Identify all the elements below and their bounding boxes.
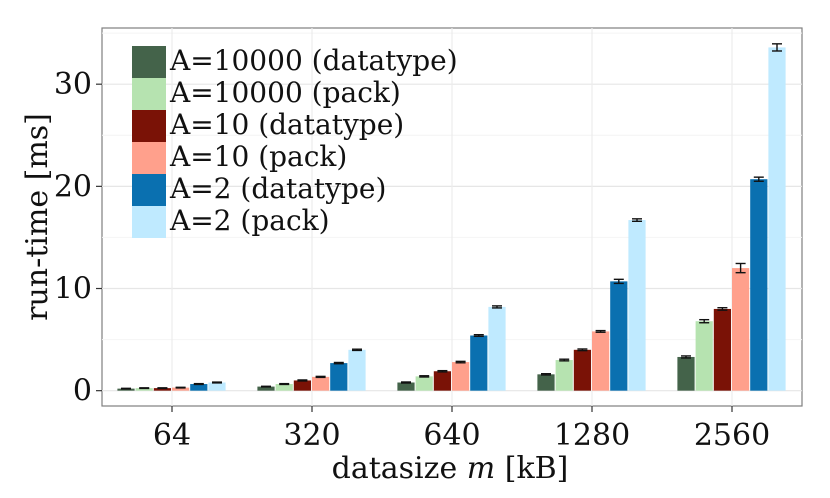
- bar: [397, 382, 415, 391]
- legend: A=10000 (datatype)A=10000 (pack)A=10 (da…: [132, 44, 458, 238]
- bar: [117, 388, 135, 391]
- x-tick-label: 1280: [554, 418, 630, 453]
- bar: [537, 374, 555, 391]
- bar: [452, 362, 470, 391]
- x-tick-label: 640: [423, 418, 480, 453]
- legend-key: [132, 110, 166, 142]
- bar: [257, 386, 275, 391]
- error-bar: [681, 355, 691, 359]
- error-bar: [455, 360, 466, 364]
- error-bar: [772, 43, 782, 52]
- bar: [555, 360, 573, 391]
- bar: [135, 388, 153, 391]
- error-bar: [419, 375, 430, 378]
- bar: [628, 220, 646, 391]
- bar: [293, 380, 311, 391]
- legend-key: [132, 46, 166, 78]
- error-bar: [279, 382, 290, 386]
- legend-label: A=10 (datatype): [169, 108, 404, 141]
- error-bar: [473, 333, 484, 338]
- bar: [348, 349, 366, 391]
- bar: [677, 356, 695, 391]
- y-tick-label: 0: [73, 374, 92, 409]
- error-bar: [541, 373, 551, 376]
- error-bars: [121, 43, 782, 390]
- bar: [732, 268, 750, 391]
- grid-lines: [102, 28, 802, 406]
- bar: [592, 331, 610, 391]
- bar: [695, 321, 713, 391]
- legend-label: A=10000 (pack): [169, 76, 401, 109]
- error-bar: [333, 361, 344, 365]
- error-bar: [315, 375, 326, 379]
- legend-key: [132, 174, 166, 206]
- bar: [433, 371, 451, 391]
- bar: [470, 335, 488, 391]
- error-bar: [261, 385, 271, 388]
- legend-label: A=2 (pack): [169, 204, 330, 237]
- bar: [275, 384, 293, 391]
- bars: [117, 47, 786, 391]
- bar: [713, 308, 731, 391]
- legend-label: A=2 (datatype): [169, 172, 386, 205]
- error-bar: [717, 307, 728, 311]
- x-tick-label: 64: [153, 418, 191, 453]
- error-bar: [121, 387, 131, 390]
- error-bar: [613, 278, 624, 285]
- error-bar: [595, 329, 606, 333]
- legend-key: [132, 78, 166, 110]
- bar: [750, 179, 768, 391]
- bar: [415, 376, 433, 391]
- error-bar: [753, 176, 764, 182]
- error-bar: [193, 382, 204, 386]
- bar: [488, 306, 506, 391]
- error-bar: [212, 381, 222, 384]
- legend-key: [132, 206, 166, 238]
- bar: [190, 384, 208, 391]
- x-axis-title: datasize m [kB]: [332, 451, 569, 486]
- bar: [330, 363, 348, 391]
- bar: [610, 281, 628, 391]
- x-tick-label: 2560: [694, 418, 770, 453]
- y-tick-label: 10: [54, 272, 92, 307]
- error-bar: [352, 348, 362, 352]
- error-bar: [577, 348, 588, 352]
- error-bar: [139, 387, 150, 390]
- bar: [172, 387, 190, 391]
- error-bar: [735, 262, 746, 274]
- y-axis-title: run-time [ms]: [20, 113, 55, 321]
- bar: [208, 382, 226, 391]
- bar: [153, 388, 171, 391]
- x-tick-label: 320: [283, 418, 340, 453]
- bar: [768, 47, 786, 391]
- bar: [312, 376, 330, 391]
- legend-label: A=10000 (datatype): [169, 44, 458, 77]
- legend-label: A=10 (pack): [169, 140, 347, 173]
- legend-key: [132, 142, 166, 174]
- error-bar: [297, 379, 308, 382]
- bar: [573, 349, 591, 391]
- y-tick-label: 20: [54, 169, 92, 204]
- error-bar: [437, 369, 448, 373]
- error-bar: [699, 318, 710, 324]
- error-bar: [632, 218, 642, 222]
- y-tick-label: 30: [54, 67, 92, 102]
- axes: 0 10 20 30 64 320 640 1280 2560: [54, 67, 770, 453]
- error-bar: [492, 305, 502, 309]
- error-bar: [559, 358, 570, 362]
- error-bar: [175, 386, 186, 389]
- error-bar: [401, 381, 411, 384]
- error-bar: [157, 387, 168, 390]
